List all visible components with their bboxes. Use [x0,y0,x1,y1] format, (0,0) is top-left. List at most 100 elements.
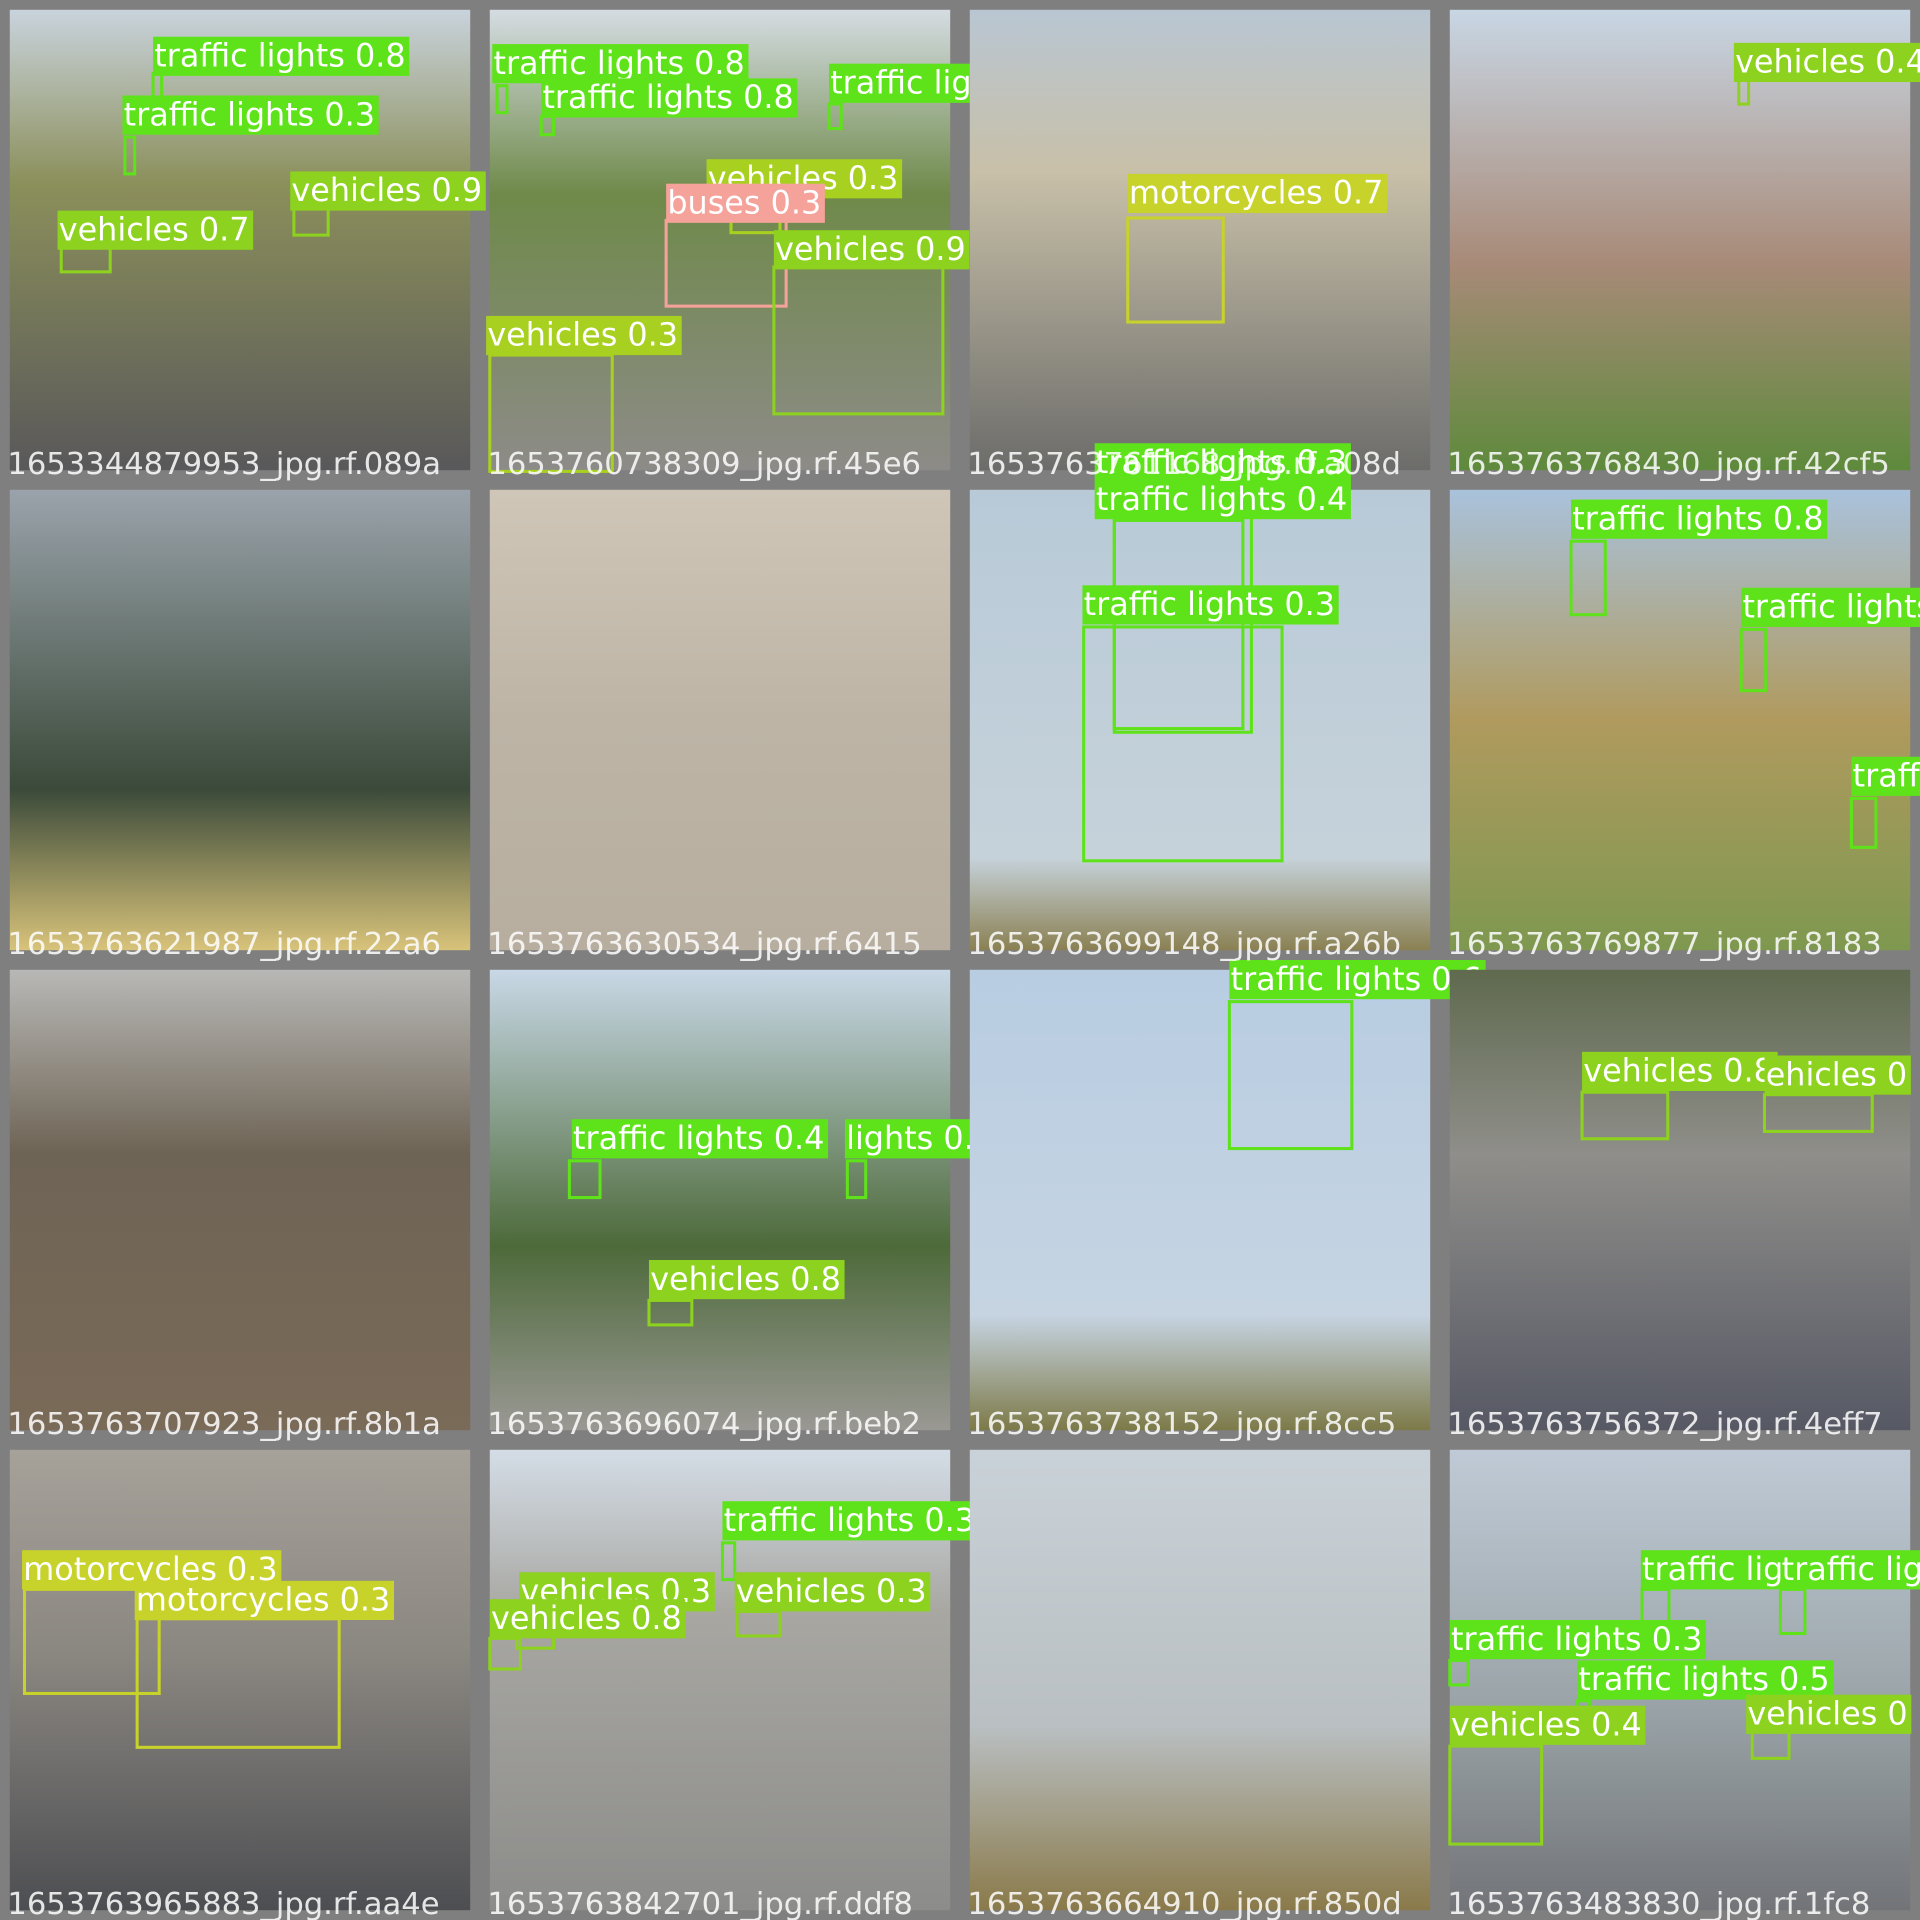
tile-photo [1449,489,1911,951]
file-name: 1653763664910_jpg.rf.850d [967,1887,1401,1920]
detection-label: traffic lights 0.4 [1096,480,1347,518]
detection-label-bg [1741,587,1920,627]
detection-box [720,1541,737,1582]
file-name: 1653763965883_jpg.rf.aa4e [7,1887,439,1920]
detection-label-bg [1577,1660,1834,1700]
tile [969,1449,1431,1911]
detection-label-bg [290,171,486,211]
tile-photo [969,1449,1431,1911]
file-name: 1653763707923_jpg.rf.8b1a [7,1407,441,1442]
detection-label-bg [1582,1051,1778,1092]
tile [489,489,951,951]
detection-label-bg [734,1572,931,1612]
tile-photo [969,489,1431,951]
detection-label-bg [134,1580,394,1620]
detection-label: traffic lights 0.8 [542,78,793,116]
file-name: 1653763630534_jpg.rf.6415 [487,927,921,962]
tile-overlay: traffic lights 0.8 traffic lights traff [1569,499,1920,849]
detection-label-bg [571,1119,829,1159]
detection-box [827,102,843,131]
detection-label: vehicles 0 [1747,1695,1907,1733]
detection-label: traffic lights 0.3 [1096,443,1347,481]
detection-label-bg [722,1501,979,1541]
detection-label-bg [1851,756,1920,796]
detection-label: vehicles 0.9 [291,171,482,209]
detection-label: motorcycles 0.3 [136,1581,390,1619]
file-name: 1653763761168_jpg.rf.a08d [967,447,1401,482]
file-name: 1653763699148_jpg.rf.a26b [967,927,1401,962]
file-name: 1653763738152_jpg.rf.8cc5 [967,1407,1396,1442]
detection-label-bg [1082,585,1339,625]
detection-label-bg [1449,1705,1646,1745]
detection-box [1126,216,1225,324]
detection-box [1082,625,1284,863]
tile-photo [9,1449,471,1911]
detection-label-bg [1733,42,1920,83]
detection-box [845,1159,868,1200]
detection-label: traffic lights 0.3 [1451,1620,1702,1658]
detection-box [1227,1000,1354,1151]
detection-label: vehicles 0.4 [1451,1706,1642,1744]
tile [1449,9,1911,471]
file-name: 1653763483830_jpg.rf.1fc8 [1447,1887,1870,1920]
tile [969,969,1431,1431]
tile [489,969,951,1431]
detection-label: vehicles 0.9 [775,230,966,268]
tile-overlay: motorcycles 0.7 [1126,174,1388,324]
tile-photo [1449,969,1911,1431]
detection-label: vehicles 0.7 [59,210,250,248]
tile-photo [1449,9,1911,471]
detection-label-bg [1449,1620,1707,1660]
detection-box [567,1159,602,1200]
file-name: 1653763769877_jpg.rf.8183 [1447,927,1881,962]
file-name: 1653763621987_jpg.rf.22a6 [7,927,441,962]
tile-photo [489,969,951,1431]
detection-label: vehicles 0.8 [650,1260,841,1298]
detection-label-bg [489,1599,686,1639]
file-name: 1653763842701_jpg.rf.ddf8 [487,1887,913,1920]
detection-label: traffic lights 0.4 [573,1119,824,1157]
detection-box [495,84,509,115]
detection-label: lights 0.5 [846,1119,994,1157]
detection-label: vehicles 0.8 [1583,1052,1774,1090]
tile [1449,489,1911,951]
file-name: 1653763768430_jpg.rf.42cf5 [1447,447,1889,482]
detection-label-bg [486,315,682,356]
tile-overlay: traffic lights 0.8 traffic lights 0.3 vehi… [57,36,486,274]
tile [1449,969,1911,1431]
detection-label-bg [1764,1055,1911,1095]
detection-label: traffic lights 0.5 [1578,1660,1829,1698]
detection-label: traffic lights 0.6 [1231,960,1482,998]
detection-box [647,1298,694,1327]
detection-label: traffic lig [1642,1550,1783,1588]
detection-label-bg [1640,1550,1788,1590]
tile-overlay: traffic lights 0.4 lights 0.5 vehicles 0.8 [567,1119,998,1327]
detection-label: ehicles 0 [1766,1055,1907,1093]
detection-box [1569,539,1607,617]
detection-label: traffic lights 0.3 [124,95,375,133]
tile-photo [969,969,1431,1431]
detection-label-bg [153,36,410,76]
detection-label: vehicles 0.3 [487,316,678,354]
tile [969,9,1431,471]
detection-label: vehicles 0.8 [491,1599,682,1637]
detection-label-bg [1094,480,1351,520]
detection-label: buses 0.3 [667,183,821,221]
tile-overlay: vehicles 0.4 [1733,42,1920,106]
detection-label-bg [57,210,254,250]
detection-label-bg [1571,499,1828,539]
detection-label: traffic lig [1782,1550,1920,1588]
tile [9,969,471,1431]
detection-label-bg [648,1260,845,1300]
detection-box [1580,1090,1670,1141]
detection-label: vehicles 0.3 [736,1572,927,1610]
detection-label-bg [773,230,970,270]
tile-overlay: traffic lights 0.3 vehicles 0.3 vehicles 0… [488,1501,979,1671]
detection-label-bg [1094,443,1351,483]
detection-label-bg [1746,1694,1912,1734]
detection-label-bg [666,183,825,223]
detection-label-bg [122,95,379,135]
